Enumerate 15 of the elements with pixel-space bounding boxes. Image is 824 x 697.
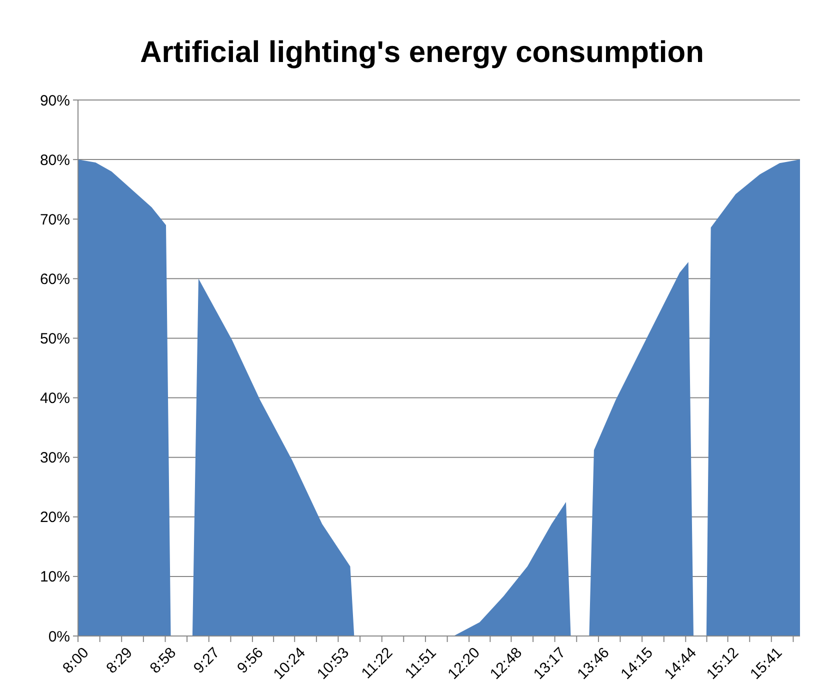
y-tick-label: 30%: [40, 450, 70, 467]
y-tick-label: 70%: [40, 211, 70, 228]
x-tick-label: 9:56: [234, 644, 267, 677]
y-tick-label: 90%: [40, 92, 70, 110]
y-tick-label: 60%: [40, 270, 70, 288]
y-tick-label: 80%: [40, 152, 70, 169]
chart-title: Artificial lighting's energy consumption: [140, 36, 704, 69]
y-tick-label: 50%: [40, 330, 70, 348]
x-tick-label: 8:58: [146, 644, 180, 677]
y-tick-label: 10%: [40, 568, 70, 586]
y-tick-label: 20%: [40, 509, 70, 526]
x-tick-label: 8:29: [103, 644, 136, 677]
y-tick-label: 40%: [40, 390, 70, 408]
x-tick-label: 8:00: [60, 644, 92, 677]
y-tick-label: 0%: [48, 628, 70, 646]
